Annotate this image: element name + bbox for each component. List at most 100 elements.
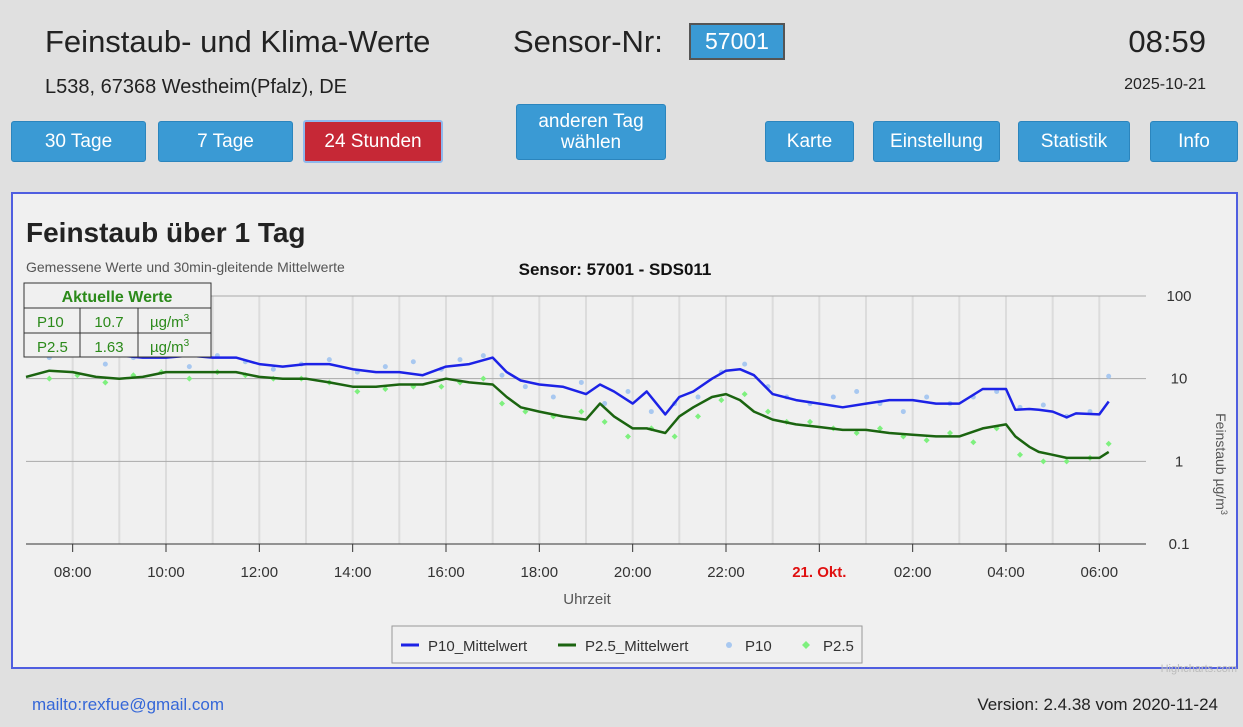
info-label: Info [1178,131,1210,152]
x-tick-label: 22:00 [707,564,745,581]
x-tick-label: 20:00 [614,564,652,581]
legend-item-p10[interactable]: P10 [726,638,772,655]
p25-point [947,430,953,437]
p10-point [924,394,930,400]
p25-point [1105,440,1112,447]
p25-point [625,433,631,440]
p25-point [354,388,361,395]
p25-point [695,413,701,420]
settings-button[interactable]: Einstellung [873,121,1000,162]
p25-point [923,437,930,444]
p25-point [46,375,53,382]
statistics-label: Statistik [1040,131,1108,152]
p25-point [499,400,505,407]
p25-point [1017,451,1023,458]
x-tick-label: 10:00 [147,564,185,581]
choose-other-day-button[interactable]: anderen Tag wählen [516,104,666,160]
p10-point [480,353,486,359]
current-time: 08:59 [1128,24,1206,59]
current-p10-unit: µg/m3 [150,313,190,331]
range-30-days-label: 30 Tage [44,131,113,152]
y-tick-label: 1 [1175,453,1183,470]
p10-point [625,388,631,394]
p10-point [326,357,332,363]
p10-point [695,394,701,400]
page-title: Feinstaub- und Klima-Werte [45,24,431,59]
p25-point [601,418,608,425]
p25-point [438,383,445,390]
current-p25-unit: µg/m3 [150,338,190,356]
map-button[interactable]: Karte [765,121,854,162]
legend-item-p25[interactable]: P2.5 [802,638,854,655]
p10-point [186,364,192,370]
current-values-title: Aktuelle Werte [62,289,173,306]
p25-point [970,439,977,446]
x-tick-label: 06:00 [1081,564,1119,581]
chart-container: 100 10 1 0.1 08:00 10:00 12:00 14:00 16:00 18:00 2… [11,192,1238,669]
p10-point [382,364,388,370]
range-24-hours-label: 24 Stunden [324,131,422,152]
x-tick-label: 21. Okt. [792,564,846,581]
p10-point [499,372,505,378]
p10-point [830,394,836,400]
series-p10-mean-line [25,349,1110,419]
legend-item-p25-mean[interactable]: P2.5_Mittelwert [558,638,689,655]
x-tick-label: 16:00 [427,564,465,581]
info-button[interactable]: Info [1150,121,1238,162]
p25-point [877,425,883,432]
chart-sensor-title: Sensor: 57001 - SDS011 [519,260,712,279]
p25-point [741,391,748,398]
p10-point [648,409,654,415]
x-tick-label: 02:00 [894,564,932,581]
statistics-button[interactable]: Statistik [1018,121,1130,162]
p10-point [457,357,463,363]
p10-point [522,384,528,390]
p25-point [807,418,813,425]
range-24-hours-button[interactable]: 24 Stunden [303,120,443,163]
chart-legend: P10_Mittelwert P2.5_Mittelwert P10 P2.5 [391,625,863,664]
p25-point [578,408,585,415]
p10-point [602,401,608,407]
p10-point [550,394,556,400]
p10-point [578,379,584,385]
sensor-number-label: Sensor-Nr: [513,24,663,59]
p25-point [718,397,725,404]
p10-point [102,361,108,367]
p25-point [671,433,678,440]
p25-point [853,430,860,437]
p25-point [1063,458,1070,465]
p25-point [186,375,193,382]
p25-point [382,385,389,392]
range-7-days-button[interactable]: 7 Tage [158,121,293,162]
current-p25-value: 1.63 [94,339,123,356]
p25-point [993,425,1000,432]
current-values-table: Aktuelle Werte P10 10.7 µg/m3 P2.5 1.63 … [23,282,212,358]
y-tick-label: 0.1 [1169,536,1190,553]
sensor-number-input[interactable] [689,23,785,60]
version-info: Version: 2.4.38 vom 2020-11-24 [977,695,1218,714]
x-tick-label: 08:00 [54,564,92,581]
sensor-location: L538, 67368 Westheim(Pfalz), DE [45,76,348,98]
legend-item-p10-mean[interactable]: P10_Mittelwert [401,638,528,655]
p10-point [900,409,906,415]
map-label: Karte [786,131,833,152]
series-p25-mean-line [25,369,1110,460]
p10-point [1040,402,1046,408]
legend-p10-mean-label: P10_Mittelwert [428,638,528,655]
range-30-days-button[interactable]: 30 Tage [11,121,146,162]
p25-point [1040,458,1047,465]
p10-point [410,359,416,365]
chart-title: Feinstaub über 1 Tag [26,217,306,248]
p25-point [480,375,487,382]
legend-p25-label: P2.5 [823,638,854,655]
legend-p10-label: P10 [745,638,772,655]
contact-mail-link[interactable]: mailto:rexfue@gmail.com [32,695,225,714]
p25-point [522,408,529,415]
y-tick-label: 10 [1171,371,1188,388]
chart-credits[interactable]: Highcharts.com [1160,663,1237,675]
p10-point [1106,373,1112,379]
y-axis-label: Feinstaub µg/m3 [1213,413,1229,515]
x-axis-label: Uhrzeit [563,591,611,608]
x-tick-label: 04:00 [987,564,1025,581]
legend-p25-mean-label: P2.5_Mittelwert [585,638,689,655]
